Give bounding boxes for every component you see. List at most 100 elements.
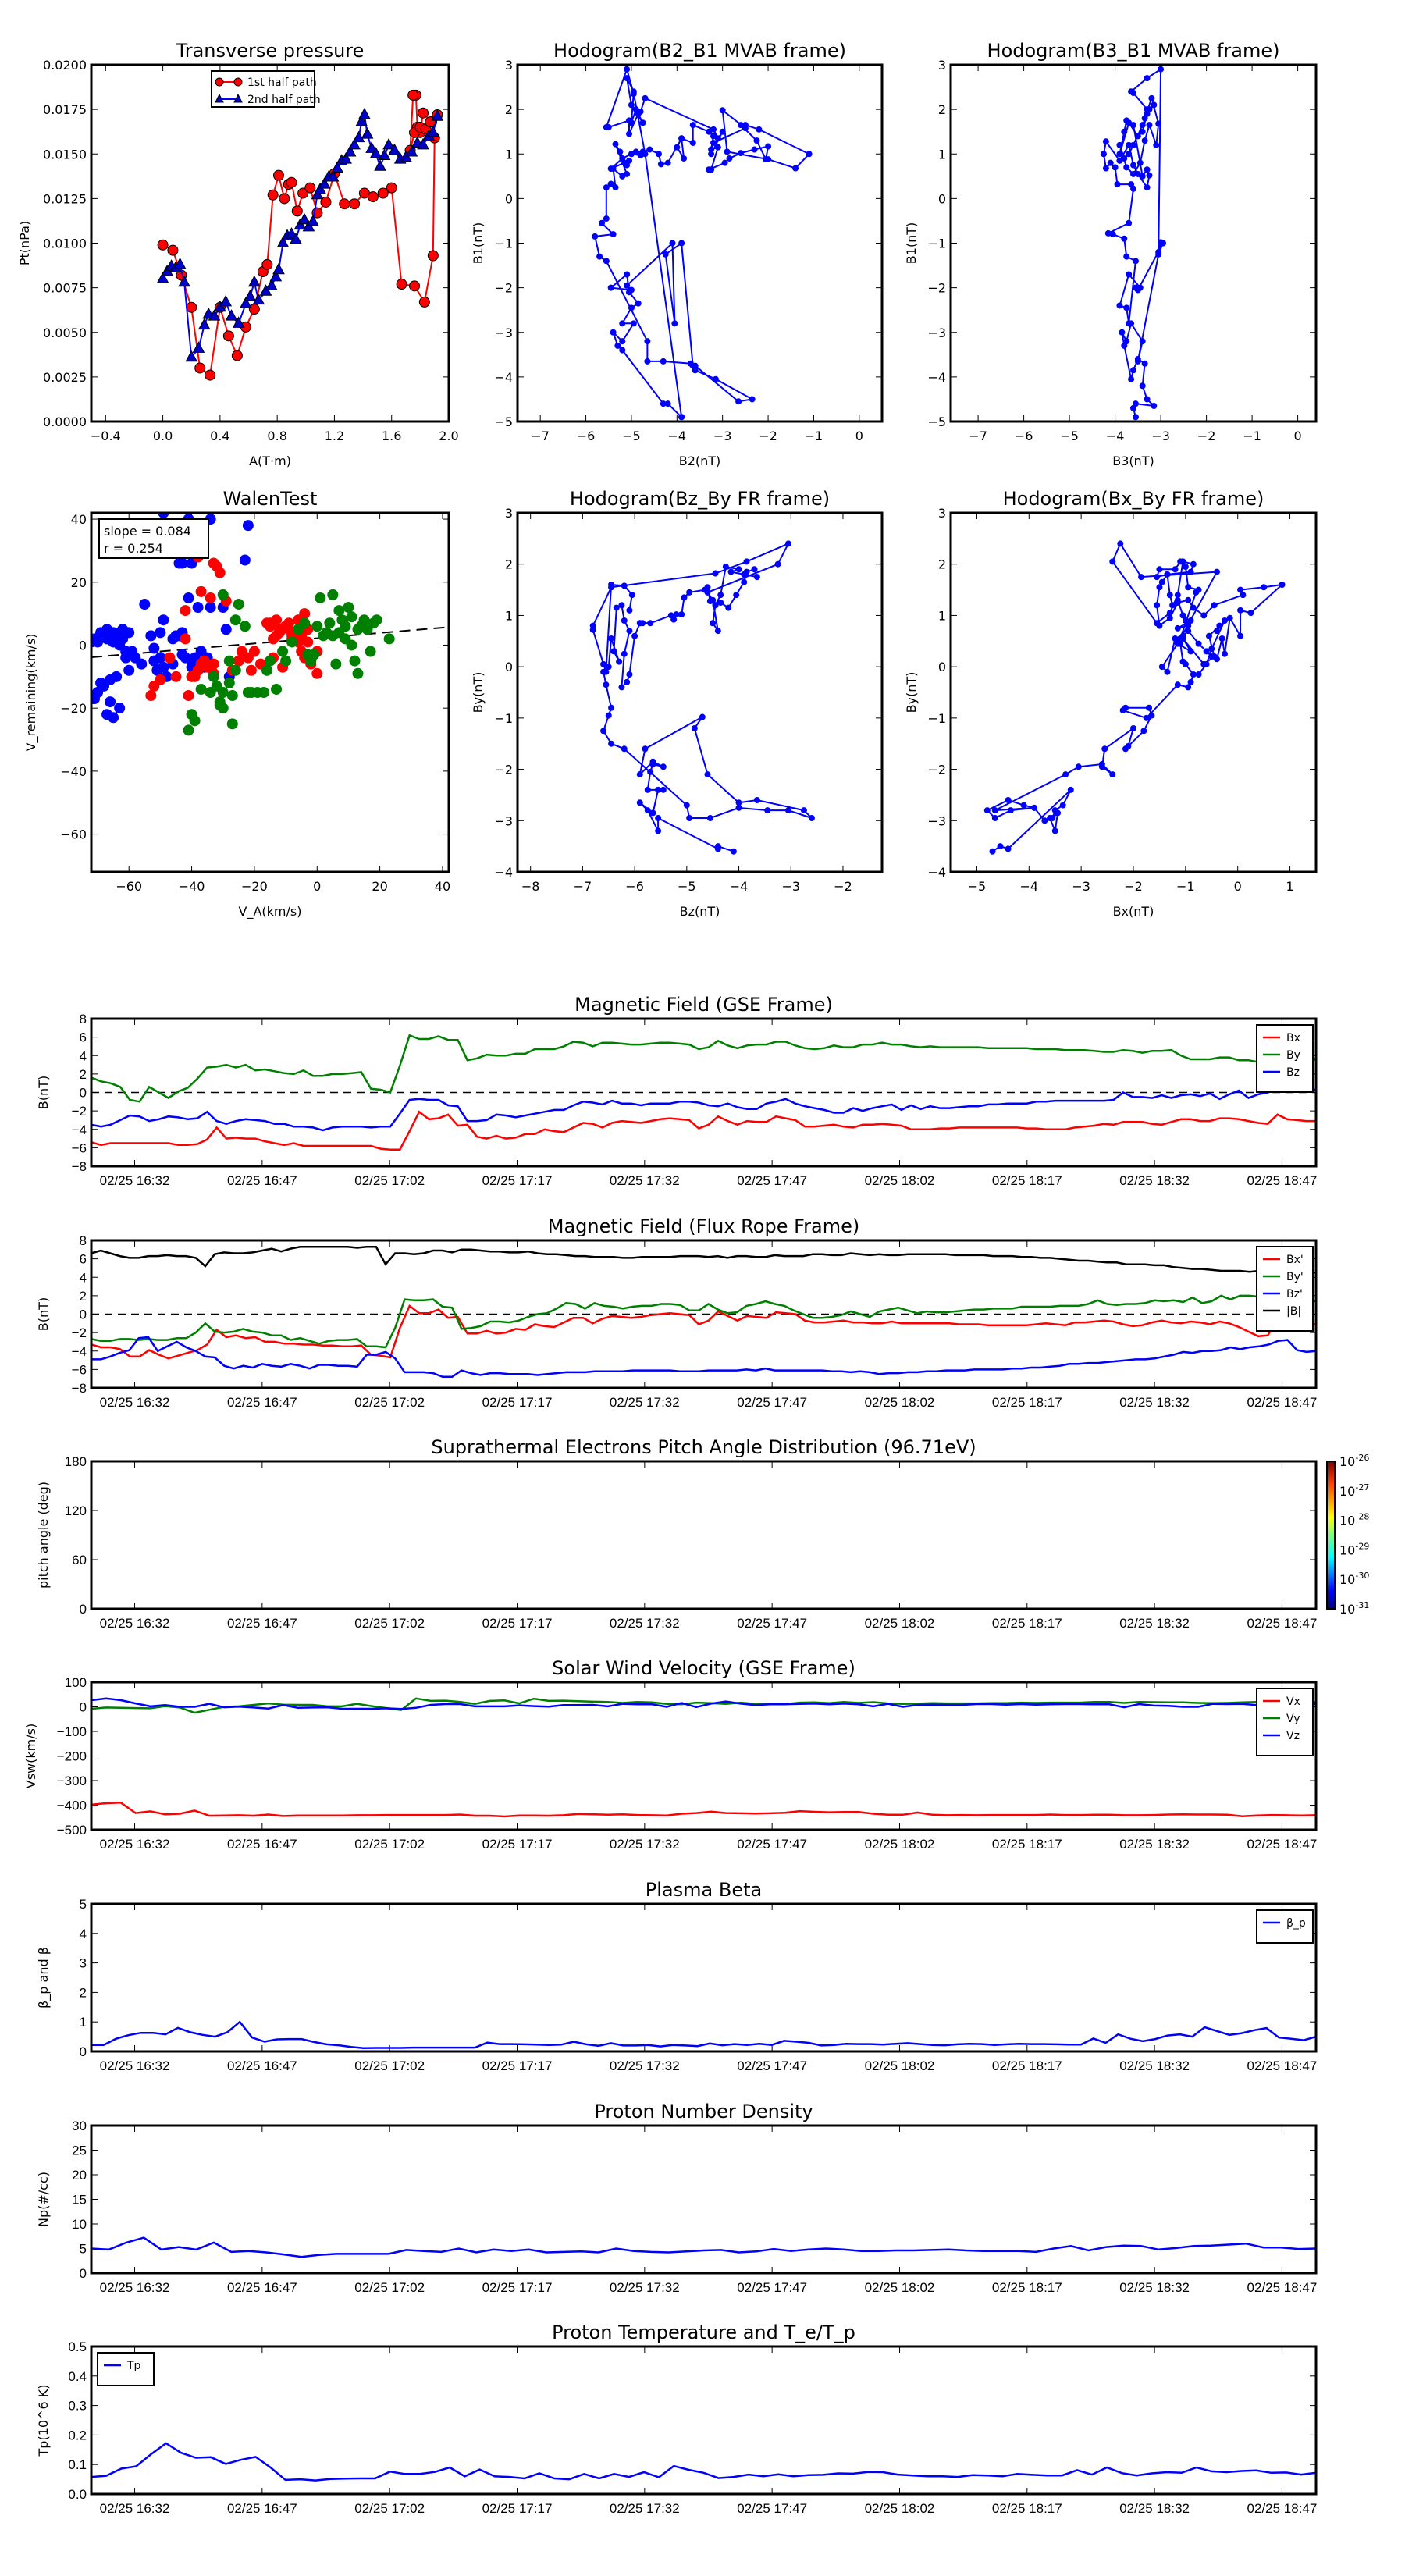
marker-circle [418, 107, 429, 119]
marker-dot [686, 815, 693, 821]
marker-dot [608, 582, 615, 588]
marker-circle [396, 279, 407, 290]
marker-dot [1126, 219, 1133, 226]
y-tick-label: 0 [79, 638, 87, 653]
series-line-Vz [91, 1697, 1317, 1710]
series-line-Bz' [91, 1336, 1317, 1379]
x-tick-label: −4 [668, 429, 687, 443]
scatter-point-red-group [311, 667, 323, 679]
marker-dot [613, 604, 620, 611]
scatter-point-green-group [233, 599, 244, 610]
marker-dot [1121, 128, 1128, 135]
marker-dot [722, 564, 729, 570]
marker-dot [1122, 745, 1129, 753]
scatter-point-blue-group [123, 627, 135, 639]
y-tick-label: −8 [72, 1159, 87, 1174]
marker-triangle [378, 148, 391, 161]
marker-dot [1148, 94, 1155, 101]
marker-dot [612, 141, 619, 148]
y-tick-label: 0.5 [68, 2339, 87, 2354]
marker-dot [603, 258, 610, 265]
marker-dot [646, 146, 653, 153]
x-tick-label: 02/25 17:17 [482, 2058, 553, 2073]
marker-triangle [197, 318, 211, 330]
marker-dot [1139, 128, 1146, 135]
marker-dot [742, 125, 749, 132]
x-tick-label: 02/25 16:32 [100, 2501, 170, 2516]
x-tick-label: 02/25 16:47 [227, 1616, 297, 1631]
x-tick-label: −3 [1072, 879, 1090, 894]
scatter-point-green-group [208, 671, 219, 682]
chart-title: Solar Wind Velocity (GSE Frame) [552, 1657, 855, 1679]
marker-circle [339, 198, 350, 210]
y-tick-label: 3 [938, 506, 946, 521]
marker-dot [1174, 624, 1181, 632]
chart-pad: Suprathermal Electrons Pitch Angle Distr… [36, 1436, 1369, 1631]
y-tick-label: 4 [80, 1270, 87, 1285]
x-axis-label: Bz(nT) [680, 904, 720, 919]
marker-dot [647, 620, 654, 627]
marker-dot [714, 144, 721, 151]
scatter-point-blue-group [145, 630, 157, 642]
x-tick-label: 02/25 17:32 [610, 1837, 680, 1852]
x-tick-label: −2 [1124, 879, 1143, 894]
marker-dot [621, 617, 628, 624]
marker-circle [409, 280, 421, 292]
scatter-point-red-group [271, 614, 283, 626]
marker-triangle [369, 147, 382, 158]
chart-hodo-b2b1: Hodogram(B2_B1 MVAB frame) −7 −6 −5 −4 −3 −2 −1… [471, 40, 884, 468]
marker-dot [626, 628, 633, 635]
scatter-point-red-group [155, 674, 166, 685]
marker-dot [655, 786, 662, 793]
y-tick-label: −1 [927, 237, 946, 251]
y-tick-label: 0.0 [68, 2487, 87, 2502]
y-tick-label: 1 [938, 608, 946, 623]
marker-dot [1132, 284, 1139, 291]
marker-dot [1195, 586, 1202, 593]
y-tick-label: 1 [505, 147, 513, 162]
marker-circle [427, 250, 439, 262]
marker-dot [592, 233, 599, 240]
x-tick-label: 02/25 16:47 [227, 1395, 297, 1410]
marker-dot [664, 400, 671, 407]
marker-dot [689, 122, 696, 129]
series-line-β_p [91, 2020, 1317, 2050]
marker-dot [642, 745, 649, 753]
scatter-point-red-group [205, 592, 216, 603]
marker-triangle [358, 107, 371, 119]
y-tick-label: −20 [60, 701, 87, 716]
x-tick-label: 02/25 18:47 [1247, 1616, 1318, 1631]
marker-dot [1200, 612, 1208, 619]
scatter-point-red-group [208, 658, 219, 670]
x-tick-label: −3 [1151, 429, 1170, 443]
series-line-1st half path [162, 94, 439, 377]
marker-dot [626, 671, 633, 678]
scatter-point-green-group [365, 646, 376, 657]
legend-marker [233, 77, 243, 87]
marker-dot [630, 91, 637, 98]
marker-dot [717, 600, 724, 606]
x-tick-label: −0.4 [91, 429, 121, 443]
legend-label: Bz [1286, 1066, 1300, 1079]
y-tick-label: 5 [80, 1897, 87, 1912]
marker-dot [603, 668, 610, 675]
marker-dot [603, 184, 610, 191]
x-tick-label: 02/25 16:47 [227, 2058, 297, 2073]
scatter-point-green-group [229, 664, 241, 676]
marker-dot [1158, 239, 1165, 246]
marker-dot [660, 400, 667, 407]
x-tick-label: −4 [730, 879, 749, 894]
y-axis-label: V_remaining(km/s) [23, 634, 39, 752]
marker-dot [1144, 184, 1151, 191]
x-tick-label: −5 [678, 879, 696, 894]
marker-dot [1222, 650, 1228, 657]
marker-dot [1062, 771, 1069, 778]
marker-dot [1182, 564, 1189, 570]
y-tick-label: 2 [505, 102, 513, 117]
scatter-point-blue-group [239, 554, 251, 566]
x-tick-label: 02/25 17:47 [737, 2280, 807, 2295]
x-tick-label: 0 [855, 429, 863, 443]
y-tick-label: 0 [505, 660, 513, 674]
marker-dot [610, 231, 617, 238]
marker-dot [800, 807, 807, 814]
